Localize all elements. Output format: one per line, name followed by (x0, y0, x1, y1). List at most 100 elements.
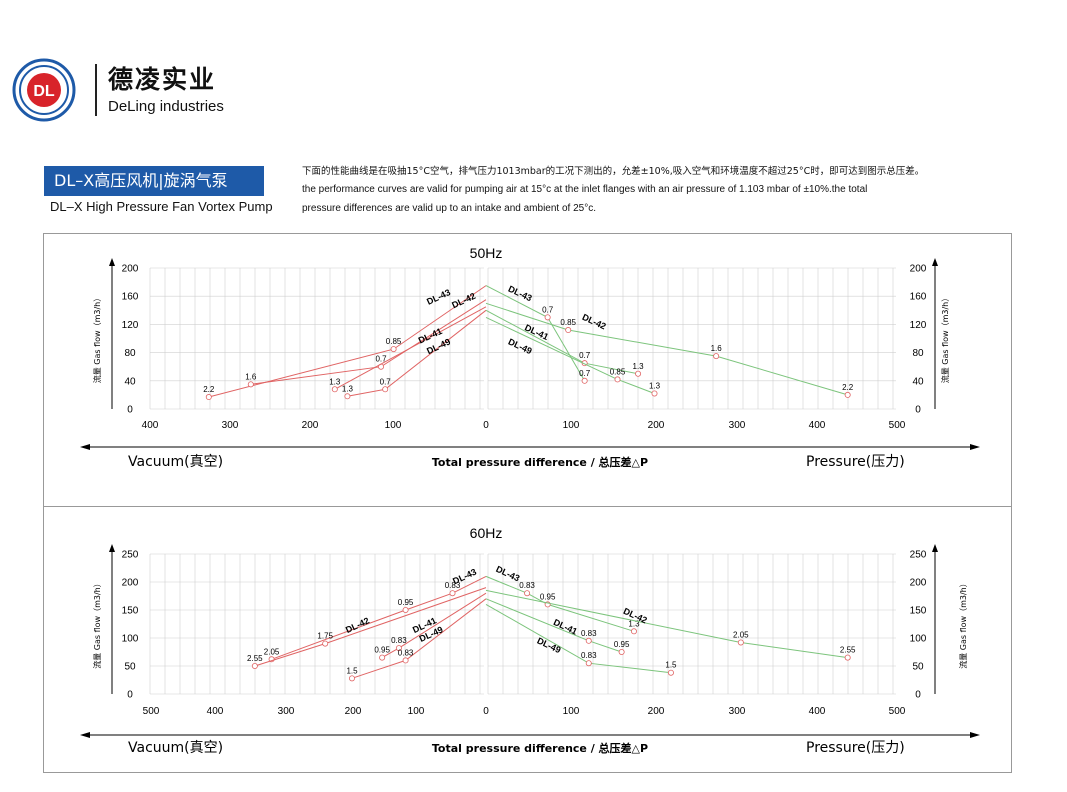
y-tick-label-left: 120 (122, 320, 139, 331)
data-point (344, 393, 351, 400)
data-point (331, 386, 338, 393)
x-axis-title: Total pressure difference / 总压差△P (432, 741, 648, 755)
series-name-label: DL-43 (425, 287, 452, 307)
x-tick-label-vacuum: 0 (483, 420, 489, 431)
data-point (581, 377, 588, 384)
data-label: 0.83 (581, 651, 597, 660)
data-point (322, 640, 329, 647)
data-label: 0.95 (614, 640, 630, 649)
y-tick-label-left: 100 (122, 634, 139, 645)
data-label: 2.2 (842, 383, 854, 392)
x-axis-title: Total pressure difference / 总压差△P (432, 455, 648, 469)
data-label: 1.75 (317, 632, 333, 641)
series-line-pressure-dl-42 (485, 302, 848, 396)
data-point (635, 370, 642, 377)
series-line-vacuum-dl-41 (334, 306, 487, 390)
pressure-label: Pressure(压力) (806, 454, 905, 470)
vacuum-label: Vacuum(真空) (128, 454, 223, 470)
data-label: 1.5 (346, 666, 358, 675)
series-line-vacuum-dl-43 (271, 575, 487, 660)
x-tick-label-pressure: 400 (809, 420, 826, 431)
y-tick-label-left: 50 (124, 662, 136, 673)
description-en-line1: the performance curves are valid for pum… (302, 184, 868, 195)
data-point (348, 675, 355, 682)
data-label: 0.85 (610, 367, 626, 376)
y-axis-arrow-icon (109, 258, 115, 266)
x-tick-label-pressure: 500 (889, 420, 906, 431)
y-tick-label-right: 200 (910, 264, 927, 275)
y-tick-label-left: 250 (122, 550, 139, 561)
y-axis-label-left: 流量 Gas flow（m3/h） (92, 294, 102, 383)
x-tick-label-vacuum: 500 (143, 706, 160, 717)
data-point (651, 390, 658, 397)
y-tick-label-left: 200 (122, 264, 139, 275)
data-label: 1.5 (665, 661, 677, 670)
logo-text: DL (33, 83, 55, 100)
description-en-line2: pressure differences are valid up to an … (302, 203, 596, 214)
y-tick-label-right: 120 (910, 320, 927, 331)
pressure-label: Pressure(压力) (806, 740, 905, 756)
series-name-label: DL-49 (507, 337, 534, 357)
data-label: 0.7 (375, 355, 387, 364)
arrow-left-icon (80, 732, 90, 738)
y-tick-label-right: 150 (910, 606, 927, 617)
data-label: 0.83 (445, 581, 461, 590)
series-name-label: DL-41 (552, 617, 579, 637)
data-label: 0.83 (581, 629, 597, 638)
series-name-label: DL-49 (535, 636, 562, 656)
data-label: 0.83 (398, 648, 414, 657)
data-point (585, 637, 592, 644)
data-label: 1.3 (342, 384, 354, 393)
data-label: 0.7 (579, 369, 591, 378)
data-point (585, 660, 592, 667)
y-axis-label-right: 流量 Gas flow（m3/h） (958, 579, 968, 668)
y-axis-arrow-icon (932, 544, 938, 552)
series-name-label: DL-42 (581, 312, 608, 332)
x-tick-label-vacuum: 300 (278, 706, 295, 717)
data-point (205, 394, 212, 401)
chart-frame-60hz (43, 506, 1012, 773)
data-point (382, 386, 389, 393)
data-label: 0.95 (398, 598, 414, 607)
data-label: 0.7 (542, 305, 554, 314)
series-name-label: DL-41 (523, 322, 550, 342)
x-tick-label-pressure: 300 (729, 420, 746, 431)
y-axis-label-right: 流量 Gas flow（m3/h） (940, 294, 950, 383)
data-label: 1.3 (649, 381, 661, 390)
data-point (565, 327, 572, 334)
data-point (395, 645, 402, 652)
x-tick-label-pressure: 500 (889, 706, 906, 717)
y-tick-label-right: 0 (915, 405, 921, 416)
series-line-vacuum-dl-42 (250, 299, 487, 385)
x-tick-label-pressure: 300 (729, 706, 746, 717)
x-tick-label-pressure: 100 (563, 420, 580, 431)
data-point (713, 353, 720, 360)
data-point (667, 669, 674, 676)
y-tick-label-left: 80 (124, 348, 136, 359)
data-point (614, 376, 621, 383)
y-tick-label-left: 0 (127, 405, 133, 416)
data-label: 1.3 (329, 377, 341, 386)
data-point (544, 314, 551, 321)
arrow-right-icon (970, 732, 980, 738)
description-cn: 下面的性能曲线是在吸抽15°C空气，排气压力1013mbar的工况下测出的，允差… (302, 166, 925, 177)
y-tick-label-left: 160 (122, 292, 139, 303)
y-axis-arrow-icon (109, 544, 115, 552)
data-label: 2.2 (203, 385, 215, 394)
x-tick-label-vacuum: 100 (385, 420, 402, 431)
data-label: 2.55 (247, 654, 263, 663)
data-point (524, 590, 531, 597)
x-tick-label-pressure: 400 (809, 706, 826, 717)
data-label: 2.05 (264, 647, 280, 656)
brand-divider (95, 64, 97, 116)
data-label: 0.83 (519, 581, 535, 590)
arrow-left-icon (80, 444, 90, 450)
vacuum-label: Vacuum(真空) (128, 740, 223, 756)
x-tick-label-pressure: 200 (648, 420, 665, 431)
y-tick-label-right: 160 (910, 292, 927, 303)
data-point (630, 628, 637, 635)
arrow-right-icon (970, 444, 980, 450)
data-point (402, 657, 409, 664)
y-tick-label-left: 200 (122, 578, 139, 589)
